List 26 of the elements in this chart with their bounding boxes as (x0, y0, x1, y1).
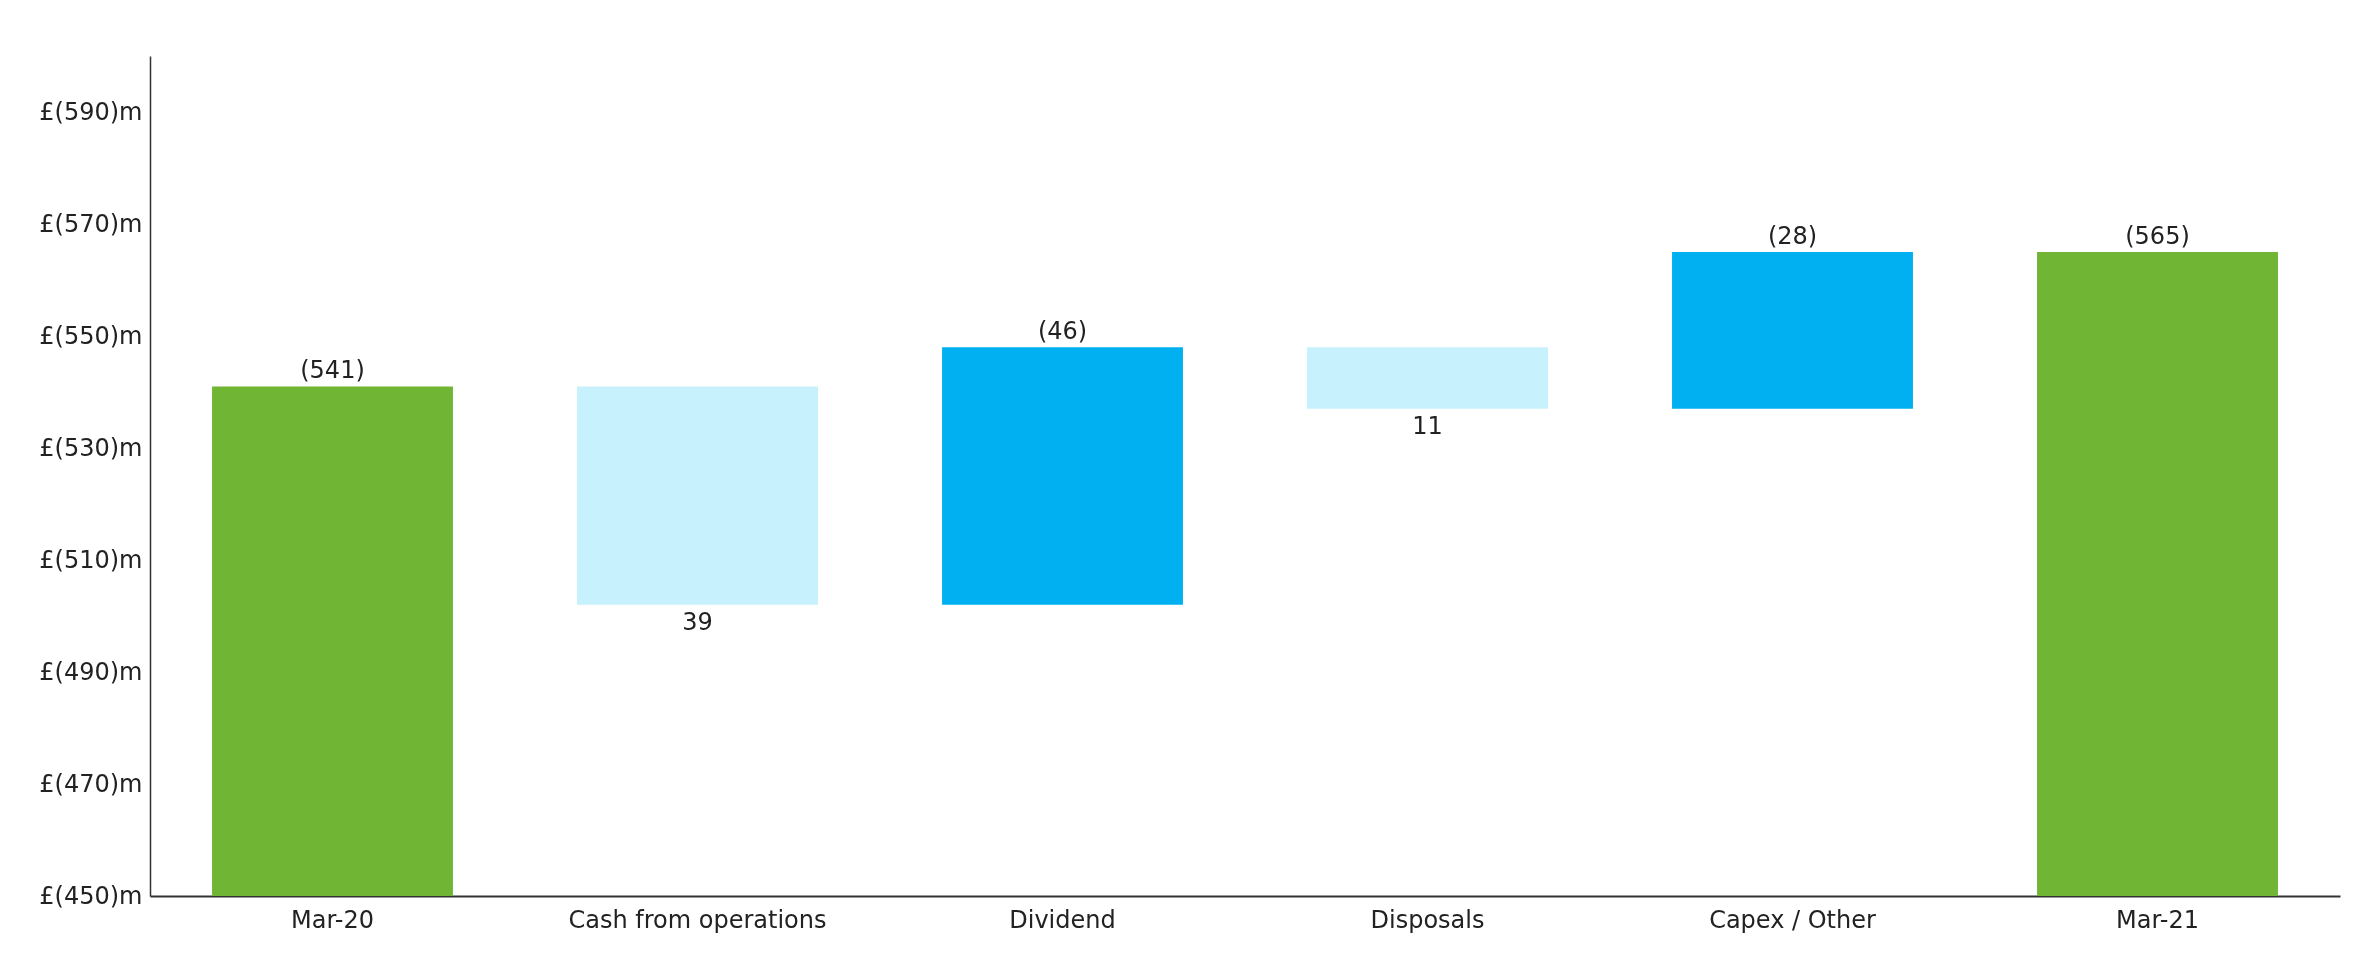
y-tick-label: £(530)m (39, 433, 143, 462)
x-tick-label: Disposals (1370, 905, 1485, 934)
y-tick-label: £(490)m (39, 657, 143, 686)
x-tick-label: Dividend (1009, 905, 1116, 934)
data-label: (28) (1767, 222, 1818, 250)
bar (577, 386, 818, 605)
y-tick-label: £(470)m (39, 769, 143, 798)
x-tick-label: Mar-21 (2116, 905, 2199, 934)
data-label: (46) (1037, 317, 1088, 346)
y-tick-label: £(590)m (39, 97, 143, 126)
bar (942, 347, 1183, 605)
data-label: (541) (300, 356, 365, 385)
data-label: (565) (2125, 222, 2190, 250)
y-tick-label: £(570)m (39, 209, 143, 238)
x-tick-label: Mar-20 (291, 905, 374, 934)
y-tick-label: £(550)m (39, 321, 143, 350)
bar (212, 386, 453, 896)
y-tick-label: £(450)m (39, 881, 143, 910)
y-tick-label: £(510)m (39, 545, 143, 574)
x-tick-label: Cash from operations (568, 905, 827, 934)
x-tick-label: Capex / Other (1709, 905, 1876, 934)
data-label: 39 (682, 607, 713, 636)
bar (1307, 347, 1548, 409)
bar (1672, 252, 1913, 409)
data-label: 11 (1412, 411, 1443, 440)
bar (2037, 252, 2278, 896)
